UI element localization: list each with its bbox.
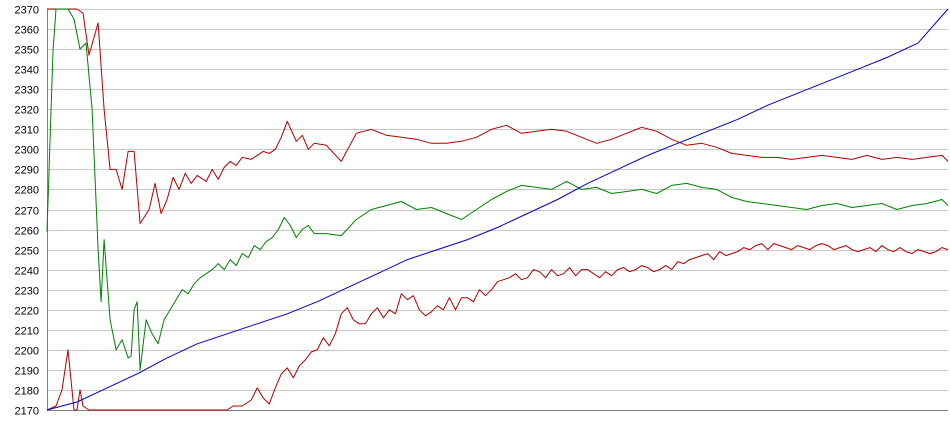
- y-tick-label-2200: 2200: [15, 346, 39, 358]
- series-lines: [46, 8, 949, 411]
- series-line-middle: [46, 8, 949, 371]
- y-tick-label-2270: 2270: [15, 206, 39, 218]
- y-tick-label-2310: 2310: [15, 125, 39, 137]
- series-line-trend: [46, 8, 949, 411]
- series-line-lower-band: [46, 243, 949, 411]
- y-tick-label-2280: 2280: [15, 185, 39, 197]
- series-line-upper-band: [47, 8, 949, 224]
- y-tick-label-2320: 2320: [15, 105, 39, 117]
- y-tick-label-2260: 2260: [15, 226, 39, 238]
- y-tick-label-2360: 2360: [15, 25, 39, 37]
- grid-lines: [47, 9, 948, 411]
- y-tick-label-2240: 2240: [15, 266, 39, 278]
- y-tick-label-2210: 2210: [15, 326, 39, 338]
- y-tick-label-2340: 2340: [15, 65, 39, 77]
- y-tick-label-2300: 2300: [15, 145, 39, 157]
- y-tick-label-2350: 2350: [15, 45, 39, 57]
- y-tick-label-2190: 2190: [15, 366, 39, 378]
- y-tick-label-2330: 2330: [15, 85, 39, 97]
- y-tick-label-2370: 2370: [15, 5, 39, 17]
- y-tick-label-2180: 2180: [15, 386, 39, 398]
- y-axis-tick-labels: 2170 2180 2190 2200 2210 2220 2230 2240 2250 2260…: [15, 5, 39, 418]
- y-tick-label-2250: 2250: [15, 246, 39, 258]
- y-tick-label-2290: 2290: [15, 165, 39, 177]
- y-tick-label-2230: 2230: [15, 286, 39, 298]
- y-tick-label-2170: 2170: [15, 406, 39, 418]
- y-tick-label-2220: 2220: [15, 306, 39, 318]
